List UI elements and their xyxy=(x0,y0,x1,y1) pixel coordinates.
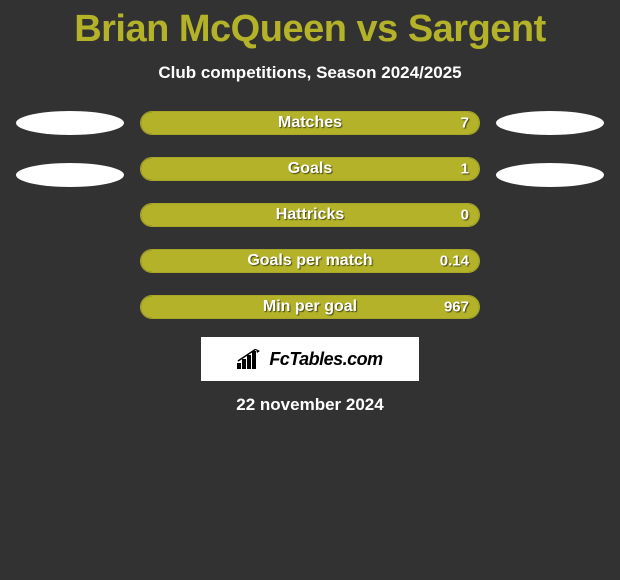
stat-bar-goals-per-match: Goals per match 0.14 xyxy=(140,249,480,273)
stat-bar-min-per-goal: Min per goal 967 xyxy=(140,295,480,319)
player-placeholder-ellipse xyxy=(16,163,124,187)
stat-value: 967 xyxy=(444,299,469,316)
stat-value: 0.14 xyxy=(440,253,469,270)
stat-value: 0 xyxy=(461,207,469,224)
stat-bar-matches: Matches 7 xyxy=(140,111,480,135)
comparison-widget: Brian McQueen vs Sargent Club competitio… xyxy=(0,0,620,415)
stat-bar-hattricks: Hattricks 0 xyxy=(140,203,480,227)
page-title: Brian McQueen vs Sargent xyxy=(0,8,620,51)
source-logo[interactable]: FcTables.com xyxy=(201,337,419,381)
player-placeholder-ellipse xyxy=(16,111,124,135)
logo-text: FcTables.com xyxy=(269,349,382,370)
stat-bars: Matches 7 Goals 1 Hattricks 0 Goals per … xyxy=(140,111,480,319)
stat-label: Min per goal xyxy=(263,298,357,316)
player-placeholder-ellipse xyxy=(496,163,604,187)
stat-label: Goals xyxy=(288,160,332,178)
stat-value: 1 xyxy=(461,161,469,178)
stat-label: Matches xyxy=(278,114,342,132)
stat-bar-goals: Goals 1 xyxy=(140,157,480,181)
date-label: 22 november 2024 xyxy=(0,395,620,415)
subtitle: Club competitions, Season 2024/2025 xyxy=(0,63,620,83)
player-placeholder-ellipse xyxy=(496,111,604,135)
left-player-col xyxy=(10,111,130,187)
stat-label: Hattricks xyxy=(276,206,344,224)
stats-area: Matches 7 Goals 1 Hattricks 0 Goals per … xyxy=(0,111,620,319)
stat-value: 7 xyxy=(461,115,469,132)
bar-chart-icon xyxy=(237,349,263,369)
stat-label: Goals per match xyxy=(247,252,372,270)
right-player-col xyxy=(490,111,610,187)
